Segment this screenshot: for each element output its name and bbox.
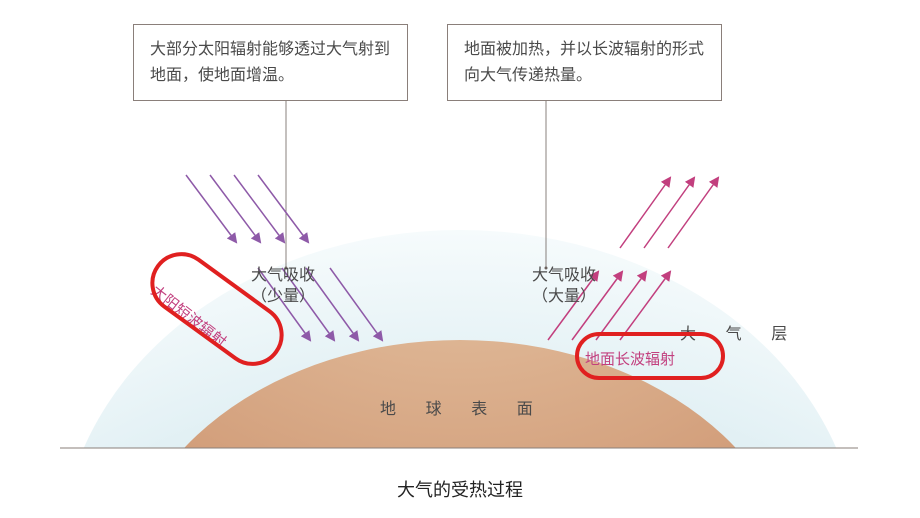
label-atm-absorb-right: 大气吸收 （大量） — [532, 266, 596, 308]
highlight-oval-right — [575, 332, 725, 380]
label-atm-absorb-left: 大气吸收 （少量） — [251, 266, 315, 308]
callout-right: 地面被加热，并以长波辐射的形式向大气传递热量。 — [447, 24, 722, 101]
callout-right-text: 地面被加热，并以长波辐射的形式向大气传递热量。 — [464, 37, 705, 88]
label-atm-absorb-right-l1: 大气吸收 — [532, 266, 596, 287]
callout-left: 大部分太阳辐射能够透过大气射到地面，使地面增温。 — [133, 24, 408, 101]
diagram-caption: 大气的受热过程 — [0, 476, 920, 502]
label-atm-absorb-right-l2: （大量） — [532, 287, 596, 308]
callout-left-text: 大部分太阳辐射能够透过大气射到地面，使地面增温。 — [150, 37, 391, 88]
label-atm-absorb-left-l1: 大气吸收 — [251, 266, 315, 287]
diagram-stage: 大部分太阳辐射能够透过大气射到地面，使地面增温。 地面被加热，并以长波辐射的形式… — [0, 0, 920, 518]
label-earth-surface: 地 球 表 面 — [380, 395, 546, 419]
